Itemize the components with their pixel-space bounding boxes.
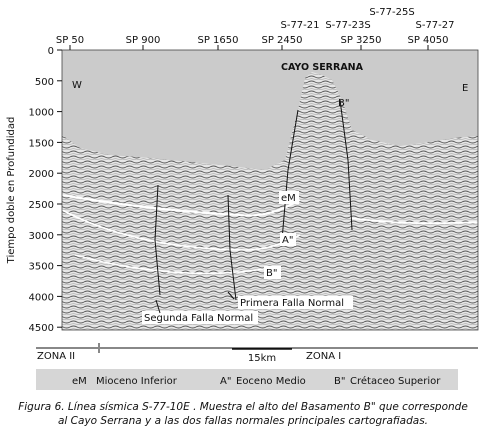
- y-tick-label: 1000: [29, 108, 54, 119]
- caption: Figura 6. Línea sísmica S-77-10E . Muest…: [18, 401, 468, 413]
- y-tick-label: 3000: [29, 231, 54, 242]
- label-bg: [264, 266, 281, 279]
- y-tick-label: 2000: [29, 169, 54, 180]
- legend-label: Crétaceo Superior: [350, 375, 441, 387]
- annotation: B": [266, 268, 277, 279]
- annotation: Primera Falla Normal: [240, 298, 344, 309]
- zone-label: ZONA I: [306, 351, 341, 362]
- annotation: B": [338, 98, 349, 109]
- shot-point: SP 900: [126, 35, 161, 46]
- legend-code: eM: [72, 376, 87, 387]
- legend-code: A": [220, 376, 231, 387]
- shot-point: SP 2450: [261, 35, 302, 46]
- line-label: S-77-25S: [369, 7, 414, 18]
- fault: [154, 184, 161, 296]
- annotation: W: [72, 80, 82, 91]
- annotation: Segunda Falla Normal: [144, 313, 253, 324]
- label-bg: [238, 296, 353, 309]
- pointer: [227, 291, 235, 300]
- reflector: [349, 217, 479, 225]
- frame: [61, 49, 479, 331]
- shot-point: SP 1650: [197, 35, 238, 46]
- annotation: CAYO SERRANA: [281, 62, 364, 73]
- y-tick-label: 1500: [29, 138, 54, 149]
- zone-label: ZONA II: [37, 351, 75, 362]
- fault: [339, 99, 353, 231]
- legend-label: Eoceno Medio: [236, 376, 306, 387]
- y-tick-label: 3500: [29, 262, 54, 273]
- y-tick-label: 0: [48, 46, 54, 57]
- shot-point: SP 4050: [407, 35, 448, 46]
- pointer: [155, 299, 161, 314]
- y-tick-label: 500: [35, 77, 54, 88]
- line-label: S-77-21: [280, 20, 319, 31]
- reflector: [74, 254, 271, 274]
- label-bg: [279, 191, 299, 204]
- y-tick-label: 4000: [29, 292, 54, 303]
- y-tick-label: 2500: [29, 200, 54, 211]
- annotation: A": [282, 235, 293, 246]
- fault: [227, 194, 237, 301]
- label-bg: [280, 233, 296, 246]
- shot-point: SP 3250: [340, 35, 381, 46]
- annotation: E: [462, 83, 468, 94]
- seismic-section: [62, 72, 478, 330]
- legend-code: B": [334, 376, 345, 387]
- line-label: S-77-23S: [325, 20, 370, 31]
- label-bg: [142, 311, 258, 324]
- annotation: eM: [281, 193, 296, 204]
- fault: [281, 109, 299, 241]
- line-label: S-77-27: [415, 20, 454, 31]
- legend-label: Mioceno Inferior: [96, 376, 178, 387]
- shot-point: SP 50: [56, 35, 84, 46]
- reflector: [61, 194, 301, 217]
- y-tick-label: 4500: [29, 323, 54, 334]
- legend-box: [36, 369, 458, 390]
- axis-label: Tiempo doble en Profundidad: [6, 117, 17, 265]
- caption: al Cayo Serrana y a las dos fallas norma…: [58, 415, 428, 427]
- scale-label: 15km: [248, 353, 276, 364]
